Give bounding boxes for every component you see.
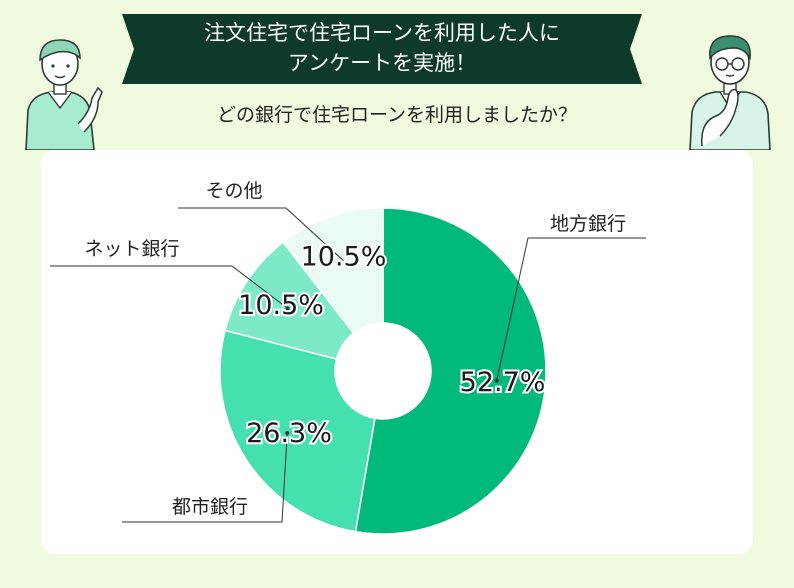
category-label-1: 都市銀行 bbox=[172, 496, 248, 518]
banner-title: 注文住宅で住宅ローンを利用した人に アンケートを実施！ bbox=[122, 18, 642, 78]
leader-line-3 bbox=[178, 207, 347, 264]
banner-title-line1: 注文住宅で住宅ローンを利用した人に bbox=[204, 21, 560, 45]
slice-0 bbox=[354, 207, 547, 535]
person-right-illustration bbox=[689, 35, 771, 150]
slice-2 bbox=[224, 241, 355, 360]
leader-dot-2 bbox=[285, 306, 290, 311]
title-banner: 注文住宅で住宅ローンを利用した人に アンケートを実施！ bbox=[122, 14, 642, 84]
value-labels: 52.7% 26.3% 10.5% 10.5% bbox=[236, 240, 547, 451]
value-label-3: 10.5% bbox=[301, 242, 387, 273]
leader-lines bbox=[50, 207, 646, 523]
leader-line-1 bbox=[122, 433, 288, 523]
category-label-2: ネット銀行 bbox=[84, 238, 179, 260]
leader-dot-1 bbox=[285, 431, 290, 436]
category-label-3: その他 bbox=[205, 180, 262, 202]
value-label-1: 26.3% bbox=[246, 418, 332, 449]
banner-title-line2: アンケートを実施！ bbox=[287, 51, 477, 75]
leader-line-0 bbox=[496, 237, 646, 381]
chart-slices bbox=[219, 207, 547, 535]
banner-shape bbox=[122, 14, 642, 84]
value-label-2: 10.5% bbox=[238, 290, 324, 321]
leader-dot-3 bbox=[344, 261, 349, 266]
leader-line-2 bbox=[50, 265, 288, 309]
slice-1 bbox=[219, 329, 376, 533]
person-left-illustration bbox=[25, 39, 103, 150]
value-label-0: 52.7% bbox=[460, 367, 546, 398]
category-label-0: 地方銀行 bbox=[550, 213, 626, 235]
leader-dot-0 bbox=[494, 378, 499, 383]
survey-question: どの銀行で住宅ローンを利用しましたか？ bbox=[216, 104, 578, 126]
